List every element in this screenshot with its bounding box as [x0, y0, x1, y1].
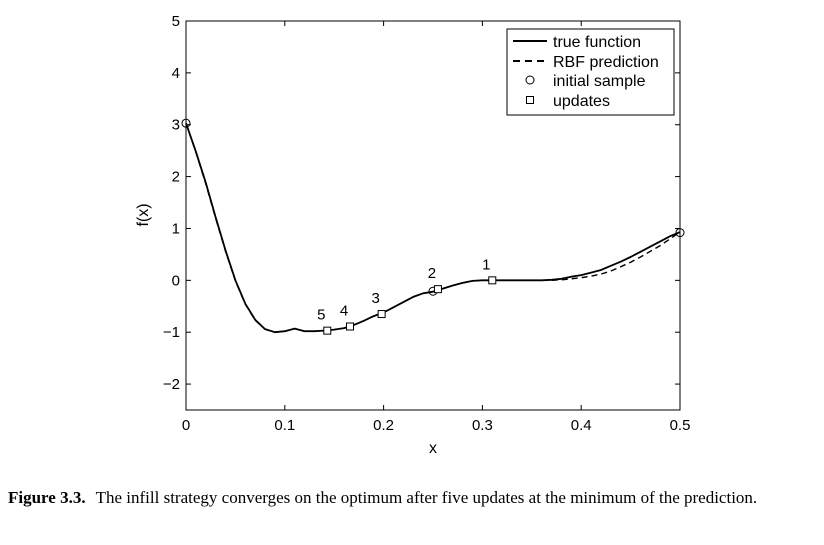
- y-tick-label: 5: [172, 13, 180, 30]
- x-axis-label: x: [429, 440, 437, 457]
- x-tick-label: 0.1: [274, 417, 295, 434]
- initial-sample-point: [181, 118, 191, 128]
- update-point: [488, 276, 497, 285]
- update-point-label: 1: [482, 256, 490, 273]
- x-tick-label: 0: [182, 417, 190, 434]
- y-tick-label: 3: [172, 117, 180, 134]
- caption-text: The infill strategy converges on the opt…: [95, 488, 758, 507]
- legend-marker-updates: [526, 96, 534, 104]
- legend-box: [506, 28, 675, 116]
- legend-label-rbf-prediction: RBF prediction: [553, 54, 659, 71]
- update-point: [433, 285, 442, 294]
- initial-sample-point: [675, 228, 685, 238]
- series-line-rbf-prediction: [185, 122, 681, 333]
- y-tick-label: −1: [163, 324, 180, 341]
- y-axis-label: f(x): [135, 203, 152, 226]
- y-tick-label: 2: [172, 169, 180, 186]
- y-tick-label: 0: [172, 272, 180, 289]
- update-point-label: 4: [340, 302, 348, 319]
- legend-label-updates: updates: [553, 93, 610, 110]
- x-tick-label: 0.4: [571, 417, 592, 434]
- legend: true function RBF prediction initial sam…: [506, 28, 675, 116]
- update-point-label: 3: [371, 290, 379, 307]
- legend-label-true-function: true function: [553, 34, 641, 51]
- update-point: [377, 310, 386, 319]
- caption-label: Figure 3.3.: [8, 488, 86, 507]
- y-tick-label: 4: [172, 65, 180, 82]
- update-point-label: 5: [317, 307, 325, 324]
- x-tick-label: 0.3: [472, 417, 493, 434]
- x-tick-label: 0.5: [670, 417, 691, 434]
- figure-caption: Figure 3.3. The infill strategy converges…: [8, 486, 820, 510]
- y-tick-label: −2: [163, 376, 180, 393]
- update-point: [346, 322, 355, 331]
- update-point: [323, 326, 332, 335]
- y-tick-label: 1: [172, 220, 180, 237]
- x-tick-label: 0.2: [373, 417, 394, 434]
- x-tick-group: 0 0.1 0.2 0.3 0.4 0.5: [182, 21, 691, 434]
- update-point-label: 2: [428, 265, 436, 282]
- marker-layer: 1 2 3 45: [181, 118, 685, 335]
- series-layer: [185, 122, 681, 334]
- legend-marker-initial-sample: [525, 75, 535, 85]
- legend-label-initial-sample: initial sample: [553, 73, 646, 90]
